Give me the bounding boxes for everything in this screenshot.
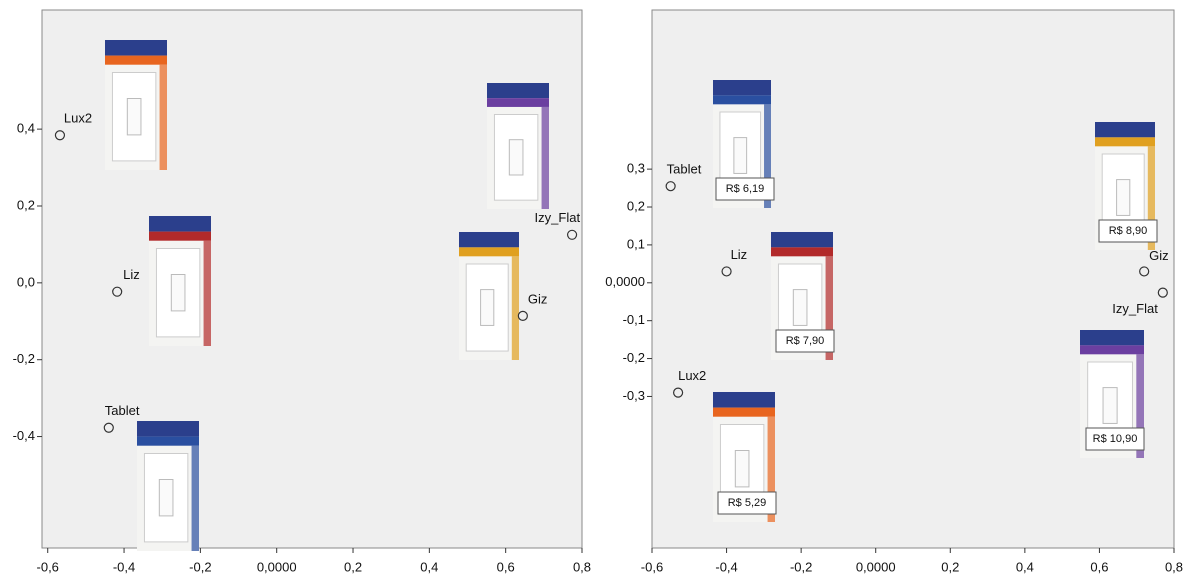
switch-key xyxy=(1117,180,1130,216)
package-band xyxy=(771,247,833,256)
point-label: Liz xyxy=(123,267,140,282)
x-tick-label: 0,0000 xyxy=(856,559,896,574)
x-tick-label: -0,6 xyxy=(641,559,663,574)
package-band xyxy=(137,421,199,437)
x-tick-label: -0,4 xyxy=(715,559,737,574)
chart: -0,6 -0,4 -0,2 0,0000 0,2 0,4 0,6 0,8 0,4 0,2 0,0 -… xyxy=(0,0,1192,585)
product-image xyxy=(149,216,211,346)
switch-key xyxy=(481,290,494,326)
x-tick-label: 0,6 xyxy=(1090,559,1108,574)
package-band xyxy=(713,80,771,95)
point-label: Lux2 xyxy=(64,111,92,126)
switch-key xyxy=(171,275,185,311)
y-tick-label: -0,2 xyxy=(13,351,35,366)
switch-key xyxy=(509,140,523,175)
y-tick-label: 0,2 xyxy=(17,197,35,212)
y-tick-label: -0,3 xyxy=(623,388,645,403)
package-side xyxy=(512,256,519,360)
switch-key xyxy=(159,480,173,516)
x-tick-label: 0,8 xyxy=(573,559,591,574)
package-band xyxy=(137,437,199,446)
x-tick-label: 0,2 xyxy=(941,559,959,574)
x-tick-label: -0,2 xyxy=(189,559,211,574)
product-image xyxy=(137,421,199,551)
package-band xyxy=(459,232,519,247)
package-band xyxy=(713,95,771,104)
package-band xyxy=(1080,345,1144,354)
price-label: R$ 8,90 xyxy=(1109,225,1148,237)
point-label: Izy_Flat xyxy=(1112,301,1158,316)
point-label: Giz xyxy=(1149,248,1169,263)
point-label: Tablet xyxy=(667,162,702,177)
y-tick-label: 0,4 xyxy=(17,121,35,136)
x-tick-label: 0,2 xyxy=(344,559,362,574)
y-tick-label: -0,1 xyxy=(623,312,645,327)
switch-key xyxy=(793,290,807,326)
y-tick-label: 0,0 xyxy=(17,274,35,289)
price-label: R$ 10,90 xyxy=(1093,433,1138,445)
package-band xyxy=(149,216,211,232)
package-side xyxy=(192,446,199,551)
package-band xyxy=(713,392,775,408)
package-band xyxy=(487,83,549,98)
package-band xyxy=(1095,122,1155,137)
package-band xyxy=(1080,330,1144,345)
y-tick-label: -0,4 xyxy=(13,428,35,443)
price-label: R$ 5,29 xyxy=(728,497,767,509)
package-band xyxy=(105,40,167,56)
switch-key xyxy=(1103,388,1117,424)
y-tick-label: 0,1 xyxy=(627,236,645,251)
switch-key xyxy=(734,138,747,174)
x-tick-label: -0,2 xyxy=(790,559,812,574)
x-tick-label: 0,6 xyxy=(497,559,515,574)
package-band xyxy=(771,232,833,247)
point-label: Tablet xyxy=(105,403,140,418)
package-band xyxy=(459,247,519,256)
package-band xyxy=(1095,137,1155,146)
product-image xyxy=(105,40,167,170)
package-band xyxy=(105,56,167,65)
y-tick-label: 0,2 xyxy=(627,198,645,213)
package-band xyxy=(487,98,549,107)
x-tick-label: 0,8 xyxy=(1165,559,1183,574)
switch-key xyxy=(735,451,749,487)
price-label: R$ 6,19 xyxy=(726,183,765,195)
package-band xyxy=(713,408,775,417)
x-tick-label: 0,4 xyxy=(420,559,438,574)
package-side xyxy=(542,107,549,209)
y-tick-label: 0,0000 xyxy=(605,274,645,289)
point-label: Izy_Flat xyxy=(535,210,581,225)
x-tick-label: -0,6 xyxy=(37,559,59,574)
point-label: Lux2 xyxy=(678,368,706,383)
point-label: Liz xyxy=(731,247,748,262)
point-label: Giz xyxy=(528,291,548,306)
product-image xyxy=(487,83,549,209)
y-tick-label: 0,3 xyxy=(627,161,645,176)
x-tick-label: -0,4 xyxy=(113,559,135,574)
package-side xyxy=(160,65,167,170)
package-band xyxy=(149,232,211,241)
product-image xyxy=(459,232,519,360)
switch-key xyxy=(127,99,141,135)
y-tick-label: -0,2 xyxy=(623,350,645,365)
x-tick-label: 0,0000 xyxy=(257,559,297,574)
price-label: R$ 7,90 xyxy=(786,335,825,347)
package-side xyxy=(204,241,211,346)
x-tick-label: 0,4 xyxy=(1016,559,1034,574)
